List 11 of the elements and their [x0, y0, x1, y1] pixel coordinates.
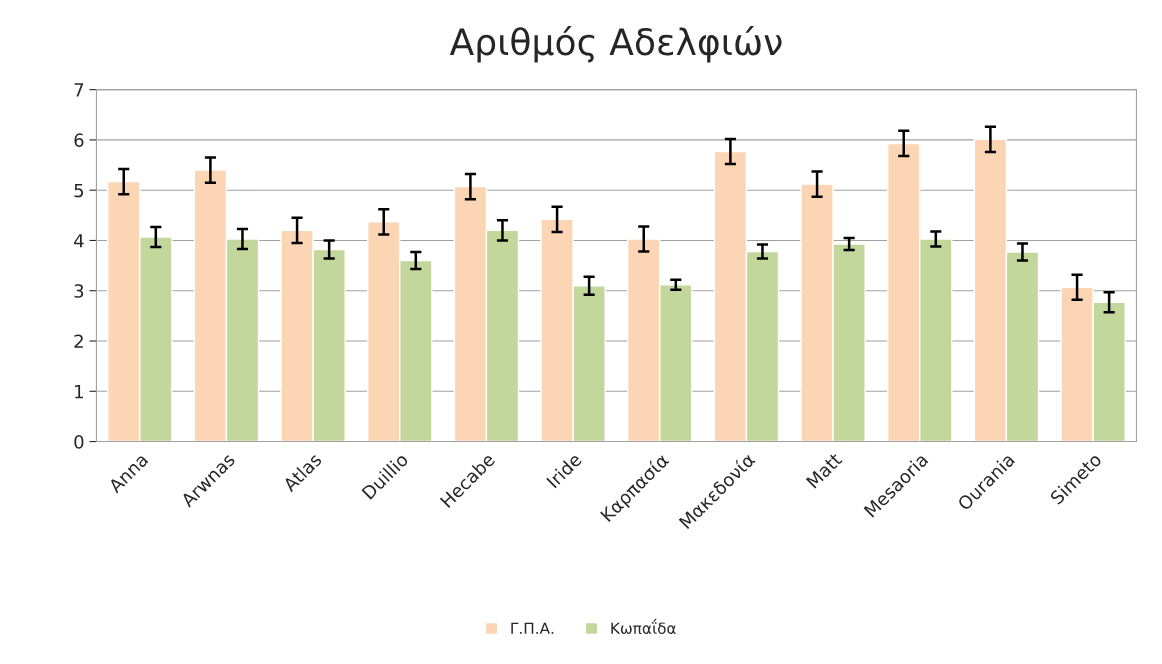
y-tick-label: 6 — [74, 133, 84, 148]
y-tick-label: 3 — [74, 284, 84, 298]
y-tick-label: 0 — [74, 435, 84, 449]
legend-label: Γ.Π.Α. — [511, 622, 554, 634]
legend-label: Κωπαΐδα — [611, 618, 676, 635]
chart-title: Αριθμός Αδελφιών — [449, 26, 782, 63]
y-tick-label: 7 — [74, 83, 84, 97]
y-tick-label: 2 — [74, 334, 83, 348]
y-tick-label: 1 — [75, 384, 83, 399]
y-tick-label: 5 — [74, 183, 84, 198]
y-tick-label: 4 — [74, 234, 84, 248]
